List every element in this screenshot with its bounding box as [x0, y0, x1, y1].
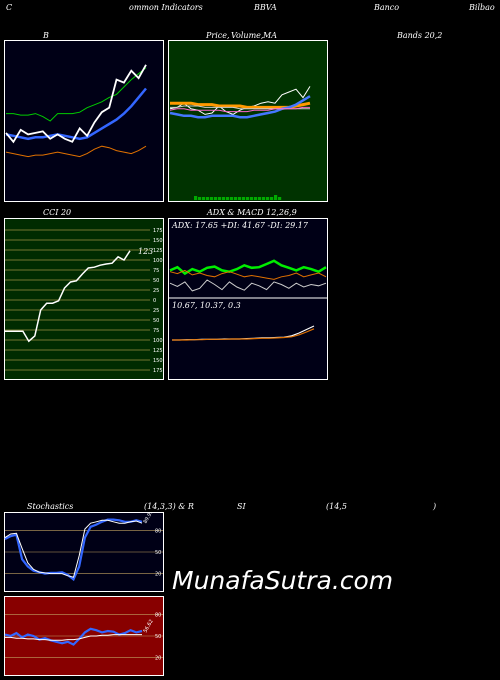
cci-tick-label: 25 — [153, 288, 159, 294]
cci-tick-label: 125 — [153, 348, 163, 354]
volume-bar — [250, 197, 254, 200]
cci-tick-label: 75 — [153, 268, 159, 274]
adx-macd-title: ADX & MACD 12,26,9 — [207, 208, 297, 217]
cci-tick-label: 75 — [153, 328, 159, 334]
adx-series-2 — [169, 279, 327, 292]
price-title-b: Volume, — [231, 31, 264, 40]
header-common-indicators: ommon Indicators — [129, 3, 203, 12]
stoch-title-e: ) — [433, 502, 437, 511]
cci-tick-label: 175 — [153, 368, 163, 374]
volume-bar — [238, 197, 242, 200]
cci-tick-label: 100 — [153, 258, 163, 264]
volume-bar — [266, 197, 270, 200]
cci-title: CCI 20 — [43, 208, 72, 217]
stochastics-series-0 — [4, 518, 143, 582]
volume-bar — [202, 197, 206, 200]
cci-tick-label: 150 — [153, 238, 163, 244]
adx-label: ADX: 17.65 +DI: 41.67 -DI: 29.17 — [171, 221, 309, 230]
bollinger-chart — [4, 40, 164, 202]
cci-tick-label: 25 — [153, 308, 159, 314]
rsi-tick-label: 80 — [155, 612, 161, 618]
volume-bar — [274, 195, 278, 200]
volume-bar — [242, 197, 246, 200]
cci-chart: 175 150 125 100 75 50 25 0 25 50 75 100 125 150 175 123 — [4, 218, 164, 380]
volume-bar — [234, 197, 238, 200]
cci-line — [5, 250, 131, 343]
cci-tick-label: 50 — [153, 318, 159, 324]
stochastics-tick-label: 20 — [155, 572, 161, 578]
volume-bar — [226, 197, 230, 200]
volume-bar — [198, 197, 202, 200]
price-chart — [168, 40, 328, 202]
rsi-series-1 — [5, 634, 142, 641]
stoch-title-a: Stochastics — [27, 502, 74, 511]
volume-bar — [258, 197, 262, 200]
volume-bar — [206, 197, 210, 200]
header-banco: Banco — [374, 3, 400, 12]
rsi-tick-label: 50 — [155, 634, 161, 640]
stoch-title-b: (14,3,3) & R — [144, 502, 194, 511]
volume-bar — [194, 196, 198, 200]
bollinger-title: B — [43, 31, 49, 40]
bollinger-series-3 — [5, 64, 147, 144]
volume-bar — [278, 197, 282, 200]
stochastics-tick-label: 50 — [155, 550, 161, 556]
stoch-title-c: SI — [237, 502, 246, 511]
adx-series-0 — [169, 259, 327, 276]
stochastics-series-1 — [4, 519, 143, 578]
cci-last-value: 123 — [138, 247, 153, 256]
price-series-2 — [169, 95, 311, 119]
price-series-0 — [169, 86, 311, 115]
price-series-4 — [169, 106, 310, 113]
volume-bar — [254, 197, 258, 200]
cci-tick-label: 150 — [153, 358, 163, 364]
adx-series-1 — [169, 269, 327, 280]
cci-tick-label: 100 — [153, 338, 163, 344]
macd-label: 10.67, 10.37, 0.3 — [172, 301, 241, 310]
price-title-c: MA — [263, 31, 277, 40]
watermark: MunafaSutra.com — [172, 566, 394, 595]
volume-bar — [222, 197, 226, 200]
bollinger-series-1 — [5, 87, 147, 141]
header-c: C — [6, 3, 13, 12]
stochastics-tick-label: 80 — [155, 528, 161, 534]
volume-bar — [246, 197, 250, 200]
volume-bar — [230, 197, 234, 200]
bands-title: Bands 20,2 — [397, 31, 443, 40]
volume-bar — [218, 197, 222, 200]
bollinger-series-0 — [6, 67, 147, 122]
stoch-title-d: (14,5 — [326, 502, 347, 511]
cci-tick-label: 125 — [153, 248, 163, 254]
adx-macd-chart: ADX: 17.65 +DI: 41.67 -DI: 29.17 10.67, … — [168, 218, 328, 380]
volume-bar — [270, 197, 274, 200]
volume-bar — [210, 197, 214, 200]
cci-tick-label: 0 — [153, 298, 156, 304]
cci-tick-label: 175 — [153, 228, 163, 234]
macd-series-1 — [172, 328, 315, 341]
header-bilbao: Bilbao — [469, 3, 495, 12]
bollinger-series-2 — [5, 145, 147, 158]
price-title-a: Price, — [206, 31, 230, 40]
rsi-tick-label: 20 — [155, 656, 161, 662]
header-ticker: BBVA — [254, 3, 277, 12]
cci-tick-label: 50 — [153, 278, 159, 284]
volume-bar — [214, 197, 218, 200]
volume-bar — [262, 197, 266, 200]
